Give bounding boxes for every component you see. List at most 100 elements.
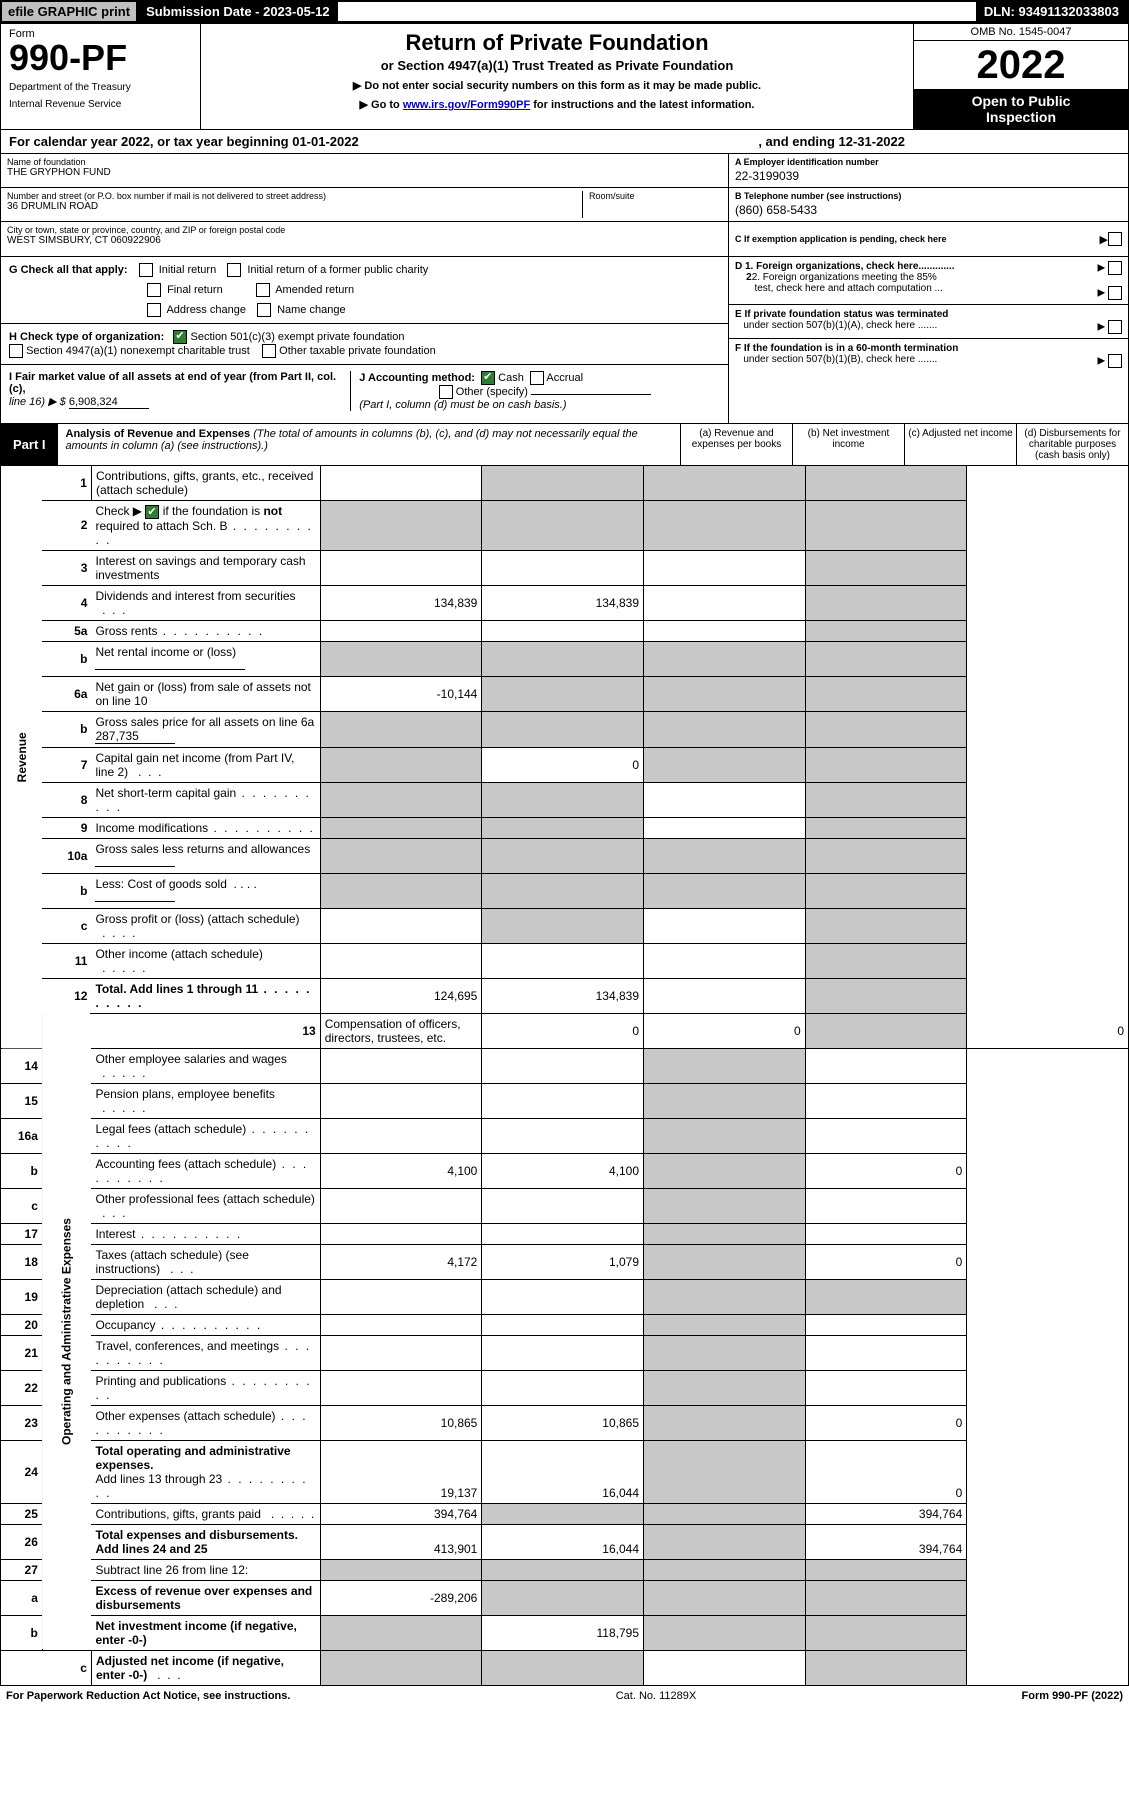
initial-return-checkbox[interactable] [139,263,153,277]
checks-block: G Check all that apply: Initial return I… [0,257,1129,424]
g-row3: Address change Name change [9,303,720,317]
name-cell: Name of foundation THE GRYPHON FUND [1,154,728,188]
d2-checkbox[interactable] [1108,286,1122,300]
line9-desc: Income modifications [91,817,320,838]
fmv-value: 6,908,324 [69,396,149,409]
table-row: aExcess of revenue over expenses and dis… [1,1580,1129,1615]
accrual-checkbox[interactable] [530,371,544,385]
paperwork-notice: For Paperwork Reduction Act Notice, see … [6,1690,290,1702]
omb-number: OMB No. 1545-0047 [914,24,1128,41]
exemption-checkbox[interactable] [1108,232,1122,246]
line12-a: 124,695 [320,978,482,1013]
phone-cell: B Telephone number (see instructions) (8… [729,188,1128,222]
initial-former-label: Initial return of a former public charit… [247,264,428,276]
open-line1: Open to Public [914,93,1128,109]
e-checkbox[interactable] [1108,320,1122,334]
i-line16: line 16) ▶ $ [9,396,66,408]
line6a-a: -10,144 [320,676,482,711]
col-d-header: (d) Disbursements for charitable purpose… [1016,424,1128,465]
line10b-desc: Less: Cost of goods sold . . . . [91,873,320,908]
checks-left: G Check all that apply: Initial return I… [1,257,728,423]
goto-pre: ▶ Go to [360,99,403,111]
final-return-checkbox[interactable] [147,283,161,297]
entity-left: Name of foundation THE GRYPHON FUND Numb… [1,154,728,256]
line24-a: 19,137 [320,1440,482,1503]
line23-a: 10,865 [320,1405,482,1440]
name-change-label: Name change [277,304,346,316]
line16b-b: 4,100 [482,1153,644,1188]
h-label: H Check type of organization: [9,331,164,343]
address-change-checkbox[interactable] [147,303,161,317]
line16c-desc: Other professional fees (attach schedule… [91,1188,320,1223]
cat-no: Cat. No. 11289X [290,1690,1021,1702]
line20-desc: Occupancy [91,1314,320,1335]
efile-print-button[interactable]: efile GRAPHIC print [2,2,138,21]
form-number: 990-PF [9,40,192,76]
schb-checkbox[interactable] [145,505,159,519]
room-label: Room/suite [589,191,722,201]
table-row: 10aGross sales less returns and allowanc… [1,838,1129,873]
f-checkbox[interactable] [1108,354,1122,368]
j-note: (Part I, column (d) must be on cash basi… [359,399,566,411]
col-a-header: (a) Revenue and expenses per books [680,424,792,465]
col-b-header: (b) Net investment income [792,424,904,465]
line18-d: 0 [805,1244,967,1279]
501c3-checkbox[interactable] [173,330,187,344]
table-row: 9Income modifications [1,817,1129,838]
4947-label: Section 4947(a)(1) nonexempt charitable … [26,345,250,357]
table-row: bGross sales price for all assets on lin… [1,711,1129,747]
line26-d: 394,764 [805,1524,967,1559]
other-taxable-label: Other taxable private foundation [279,345,436,357]
initial-former-checkbox[interactable] [227,263,241,277]
line18-b: 1,079 [482,1244,644,1279]
dept-treasury: Department of the Treasury [9,82,192,93]
table-row: bNet rental income or (loss) [1,641,1129,676]
d-item: D 1. Foreign organizations, check here..… [729,257,1128,305]
form990pf-link[interactable]: www.irs.gov/Form990PF [403,99,530,111]
line4-a: 134,839 [320,585,482,620]
g-label: G Check all that apply: [9,264,128,276]
revenue-side-label: Revenue [1,466,43,1048]
line18-a: 4,172 [320,1244,482,1279]
table-row: 20Occupancy [1,1314,1129,1335]
ssn-note: ▶ Do not enter social security numbers o… [211,79,903,92]
table-row: 19Depreciation (attach schedule) and dep… [1,1279,1129,1314]
line24-b: 16,044 [482,1440,644,1503]
f2-label: under section 507(b)(1)(B), check here .… [743,354,937,365]
table-row: bAccounting fees (attach schedule)4,1004… [1,1153,1129,1188]
g-row2: Final return Amended return [9,283,720,297]
line6b-val: 287,735 [95,729,175,744]
amended-return-checkbox[interactable] [256,283,270,297]
table-row: Operating and Administrative Expenses 13… [1,1013,1129,1048]
table-row: cGross profit or (loss) (attach schedule… [1,908,1129,943]
line10c-desc: Gross profit or (loss) (attach schedule)… [91,908,320,943]
other-taxable-checkbox[interactable] [262,344,276,358]
ij-row: I Fair market value of all assets at end… [1,364,728,417]
d1-checkbox[interactable] [1108,261,1122,275]
table-row: 3Interest on savings and temporary cash … [1,550,1129,585]
cash-checkbox[interactable] [481,371,495,385]
city-label: City or town, state or province, country… [7,225,722,235]
city-cell: City or town, state or province, country… [1,222,728,256]
table-row: bLess: Cost of goods sold . . . . [1,873,1129,908]
dln: DLN: 93491132033803 [976,2,1127,21]
line15-desc: Pension plans, employee benefits . . . .… [91,1083,320,1118]
line24-d: 0 [805,1440,967,1503]
4947-checkbox[interactable] [9,344,23,358]
street-address: 36 DRUMLIN ROAD [7,201,582,212]
name-change-checkbox[interactable] [257,303,271,317]
table-row: 17Interest [1,1223,1129,1244]
form-subtitle: or Section 4947(a)(1) Trust Treated as P… [211,58,903,73]
line25-a: 394,764 [320,1503,482,1524]
table-row: cOther professional fees (attach schedul… [1,1188,1129,1223]
entity-block: Name of foundation THE GRYPHON FUND Numb… [0,154,1129,257]
table-row: 15Pension plans, employee benefits . . .… [1,1083,1129,1118]
table-row: 21Travel, conferences, and meetings [1,1335,1129,1370]
line16a-desc: Legal fees (attach schedule) [91,1118,320,1153]
city-state-zip: WEST SIMSBURY, CT 060922906 [7,235,722,246]
line19-desc: Depreciation (attach schedule) and deple… [91,1279,320,1314]
other-method-checkbox[interactable] [439,385,453,399]
page-footer: For Paperwork Reduction Act Notice, see … [0,1686,1129,1706]
amended-return-label: Amended return [275,284,354,296]
part1-header: Part I Analysis of Revenue and Expenses … [0,424,1129,466]
